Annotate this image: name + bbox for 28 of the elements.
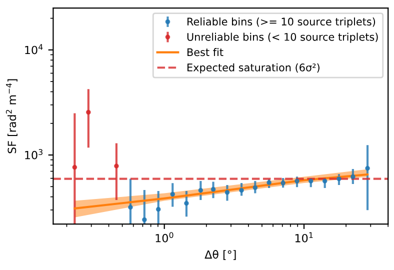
y-tick-label: 10$^{4}$ [25, 44, 43, 54]
legend-label: Reliable bins (>= 10 source triplets) [187, 17, 376, 28]
x-axis-title: Δθ [°] [204, 250, 236, 260]
point [365, 166, 370, 171]
point [224, 190, 230, 195]
point [184, 200, 189, 206]
point [322, 178, 328, 184]
point [350, 174, 356, 180]
legend-label: Unreliable bins (< 10 source triplets) [187, 32, 378, 43]
point [252, 185, 258, 190]
point [170, 192, 176, 197]
point [266, 180, 272, 186]
point [308, 178, 314, 184]
point [280, 180, 286, 186]
y-tick-label: 10$^{3}$ [25, 149, 42, 160]
point [142, 217, 147, 222]
point [239, 188, 244, 193]
point [210, 186, 216, 192]
legend-label: Expected saturation (6σ²) [187, 63, 320, 74]
point [336, 176, 342, 182]
legend-label: Best fit [187, 48, 224, 56]
point [294, 178, 300, 184]
point [128, 204, 133, 210]
y-axis-title: SF [rad$^{2}$ m$^{−4}$] [6, 79, 18, 154]
x-tick-label: 10$^{0}$ [156, 232, 174, 242]
x-tick-label: 10$^{1}$ [295, 232, 313, 242]
point [198, 188, 204, 193]
point [156, 206, 161, 212]
